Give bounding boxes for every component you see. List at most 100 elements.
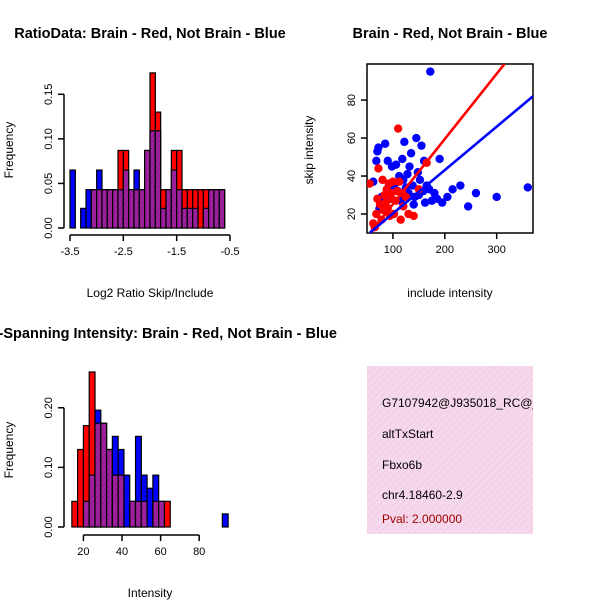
x-tick-label-0-3: -0.5: [221, 246, 240, 258]
hist-overlap-0-14: [144, 149, 151, 229]
scatter-marks: [367, 64, 533, 233]
hist-overlap-0-18: [165, 189, 172, 229]
hist-overlap-0-15: [149, 130, 156, 229]
hist-bar-0-0: [69, 169, 76, 229]
scatter-point-not-brain-38: [426, 67, 435, 76]
hist-overlap-0-23: [192, 207, 199, 229]
x-tick-label-2-2: 60: [154, 546, 166, 558]
hist-bar-2-0: [71, 500, 79, 528]
ratio-histogram-panel: RatioData: Brain - Red, Not Brain - Blue…: [2, 26, 286, 300]
scatter-axes: 100 200 300 20 40 60 80: [346, 94, 506, 256]
x-tick-label-0-0: -3.5: [61, 246, 80, 258]
scatter-point-not-brain-21: [403, 169, 412, 179]
scatter-x-tick-label-0: 100: [384, 244, 402, 256]
scatter-point-not-brain-7: [380, 139, 390, 148]
intensity-scatter-panel: Brain - Red, Not Brain - Blue 100 200 300 2…: [302, 26, 547, 300]
hist-overlap-0-26: [208, 189, 215, 229]
hist-overlap-2-7: [111, 474, 119, 528]
scatter-point-not-brain-35: [420, 198, 430, 207]
hist-overlap-0-17: [160, 207, 167, 229]
scatter-point-brain-22: [393, 124, 403, 133]
hist-overlap-0-20: [176, 189, 183, 229]
scatter-point-not-brain-26: [409, 200, 418, 209]
info-panel: G7107942@J935018_RC@j_at altTxStart Fbxo…: [367, 366, 552, 534]
hist-overlap-2-3: [88, 474, 96, 528]
scatter-point-not-brain-13: [391, 160, 401, 169]
hist-overlap-0-12: [133, 189, 140, 229]
gene-name: Fbxo6b: [382, 458, 422, 472]
hist-overlap-0-28: [218, 189, 226, 229]
hist-bar-2-16: [163, 500, 171, 528]
y-tick-label-0-1: 0.05: [43, 173, 55, 194]
scatter-point-not-brain-19: [400, 137, 409, 147]
scatter-point-not-brain-48: [471, 188, 481, 198]
scatter-point-not-brain-3: [374, 143, 383, 152]
y-tick-label-0-3: 0.15: [43, 84, 55, 105]
ratio-histogram-axes: -3.5 -2.5 -1.5 -0.5 0.00 0.05 0.10 0.15: [43, 84, 240, 258]
hist-overlap-2-12: [140, 500, 148, 528]
intensity-histogram-axes: 20 40 60 80 0.00 0.10 0.20: [43, 397, 205, 558]
scatter-point-brain-29: [409, 211, 418, 221]
scatter-ylabel: skip intensity: [302, 116, 316, 185]
hist-bar-2-9: [123, 474, 131, 528]
probe-id: G7107942@J935018_RC@j_at: [382, 396, 552, 410]
hist-overlap-0-27: [213, 189, 220, 229]
scatter-point-brain-18: [388, 177, 398, 186]
hist-overlap-0-5: [96, 189, 103, 229]
hist-overlap-0-10: [122, 169, 130, 229]
hist-overlap-0-9: [117, 189, 124, 229]
hist-overlap-0-13: [138, 189, 146, 229]
scatter-point-brain-3: [372, 209, 381, 219]
scatter-point-not-brain-1: [372, 156, 381, 166]
hist-bar-0-3: [85, 189, 92, 229]
hist-overlap-0-22: [186, 207, 194, 229]
hist-overlap-0-25: [202, 207, 210, 229]
scatter-y-tick-label-1: 40: [346, 170, 358, 182]
scatter-y-tick-label-3: 80: [346, 94, 358, 106]
ratio-histogram-xlabel: Log2 Ratio Skip/Include: [87, 286, 214, 300]
scatter-point-not-brain-24: [406, 149, 416, 158]
scatter-point-not-brain-31: [415, 175, 425, 185]
ratio-histogram-ylabel: Frequency: [2, 122, 16, 179]
scatter-point-not-brain-42: [435, 154, 444, 164]
y-tick-label-2-2: 0.20: [43, 397, 55, 418]
genomic-location: chr4.18460-2.9: [382, 488, 463, 502]
y-tick-label-0-2: 0.10: [43, 128, 55, 149]
hist-overlap-0-19: [170, 169, 178, 229]
intensity-histogram-title: Exon-Spanning Intensity: Brain - Red, No…: [0, 326, 337, 342]
scatter-point-brain-5: [374, 164, 383, 173]
intensity-histogram-panel: Exon-Spanning Intensity: Brain - Red, No…: [0, 326, 337, 600]
scatter-point-not-brain-17: [398, 154, 407, 164]
scatter-point-not-brain-43: [438, 198, 447, 207]
scatter-point-not-brain-46: [456, 181, 465, 190]
scatter-point-not-brain-49: [492, 192, 501, 202]
hist-bar-2-1: [77, 448, 85, 528]
intensity-histogram-xlabel: Intensity: [128, 586, 173, 600]
hist-overlap-2-11: [134, 500, 142, 528]
hist-overlap-0-11: [128, 189, 135, 229]
intensity-histogram-ylabel: Frequency: [2, 422, 16, 479]
scatter-point-not-brain-32: [417, 141, 426, 150]
scatter-point-brain-8: [378, 175, 387, 185]
hist-overlap-0-7: [106, 189, 114, 229]
x-tick-label-0-1: -2.5: [114, 246, 133, 258]
fit-line-not-brain: [368, 95, 533, 233]
hist-overlap-0-21: [181, 207, 188, 229]
y-tick-label-2-0: 0.00: [43, 516, 55, 537]
y-tick-label-2-1: 0.10: [43, 457, 55, 478]
scatter-point-not-brain-28: [412, 133, 421, 143]
p-value: Pval: 2.000000: [382, 512, 462, 526]
scatter-title: Brain - Red, Not Brain - Blue: [353, 26, 548, 42]
x-tick-label-2-1: 40: [116, 546, 128, 558]
hist-overlap-0-8: [112, 189, 119, 229]
scatter-point-brain-23: [394, 177, 404, 186]
hist-bar-2-26: [221, 513, 229, 528]
scatter-point-not-brain-47: [463, 202, 473, 211]
x-tick-label-2-3: 80: [193, 546, 205, 558]
scatter-plot-box: [366, 63, 534, 234]
hist-overlap-2-15: [158, 500, 166, 528]
x-tick-label-0-2: -1.5: [167, 246, 186, 258]
hist-bar-0-2: [80, 207, 87, 229]
x-tick-label-2-0: 20: [77, 546, 89, 558]
